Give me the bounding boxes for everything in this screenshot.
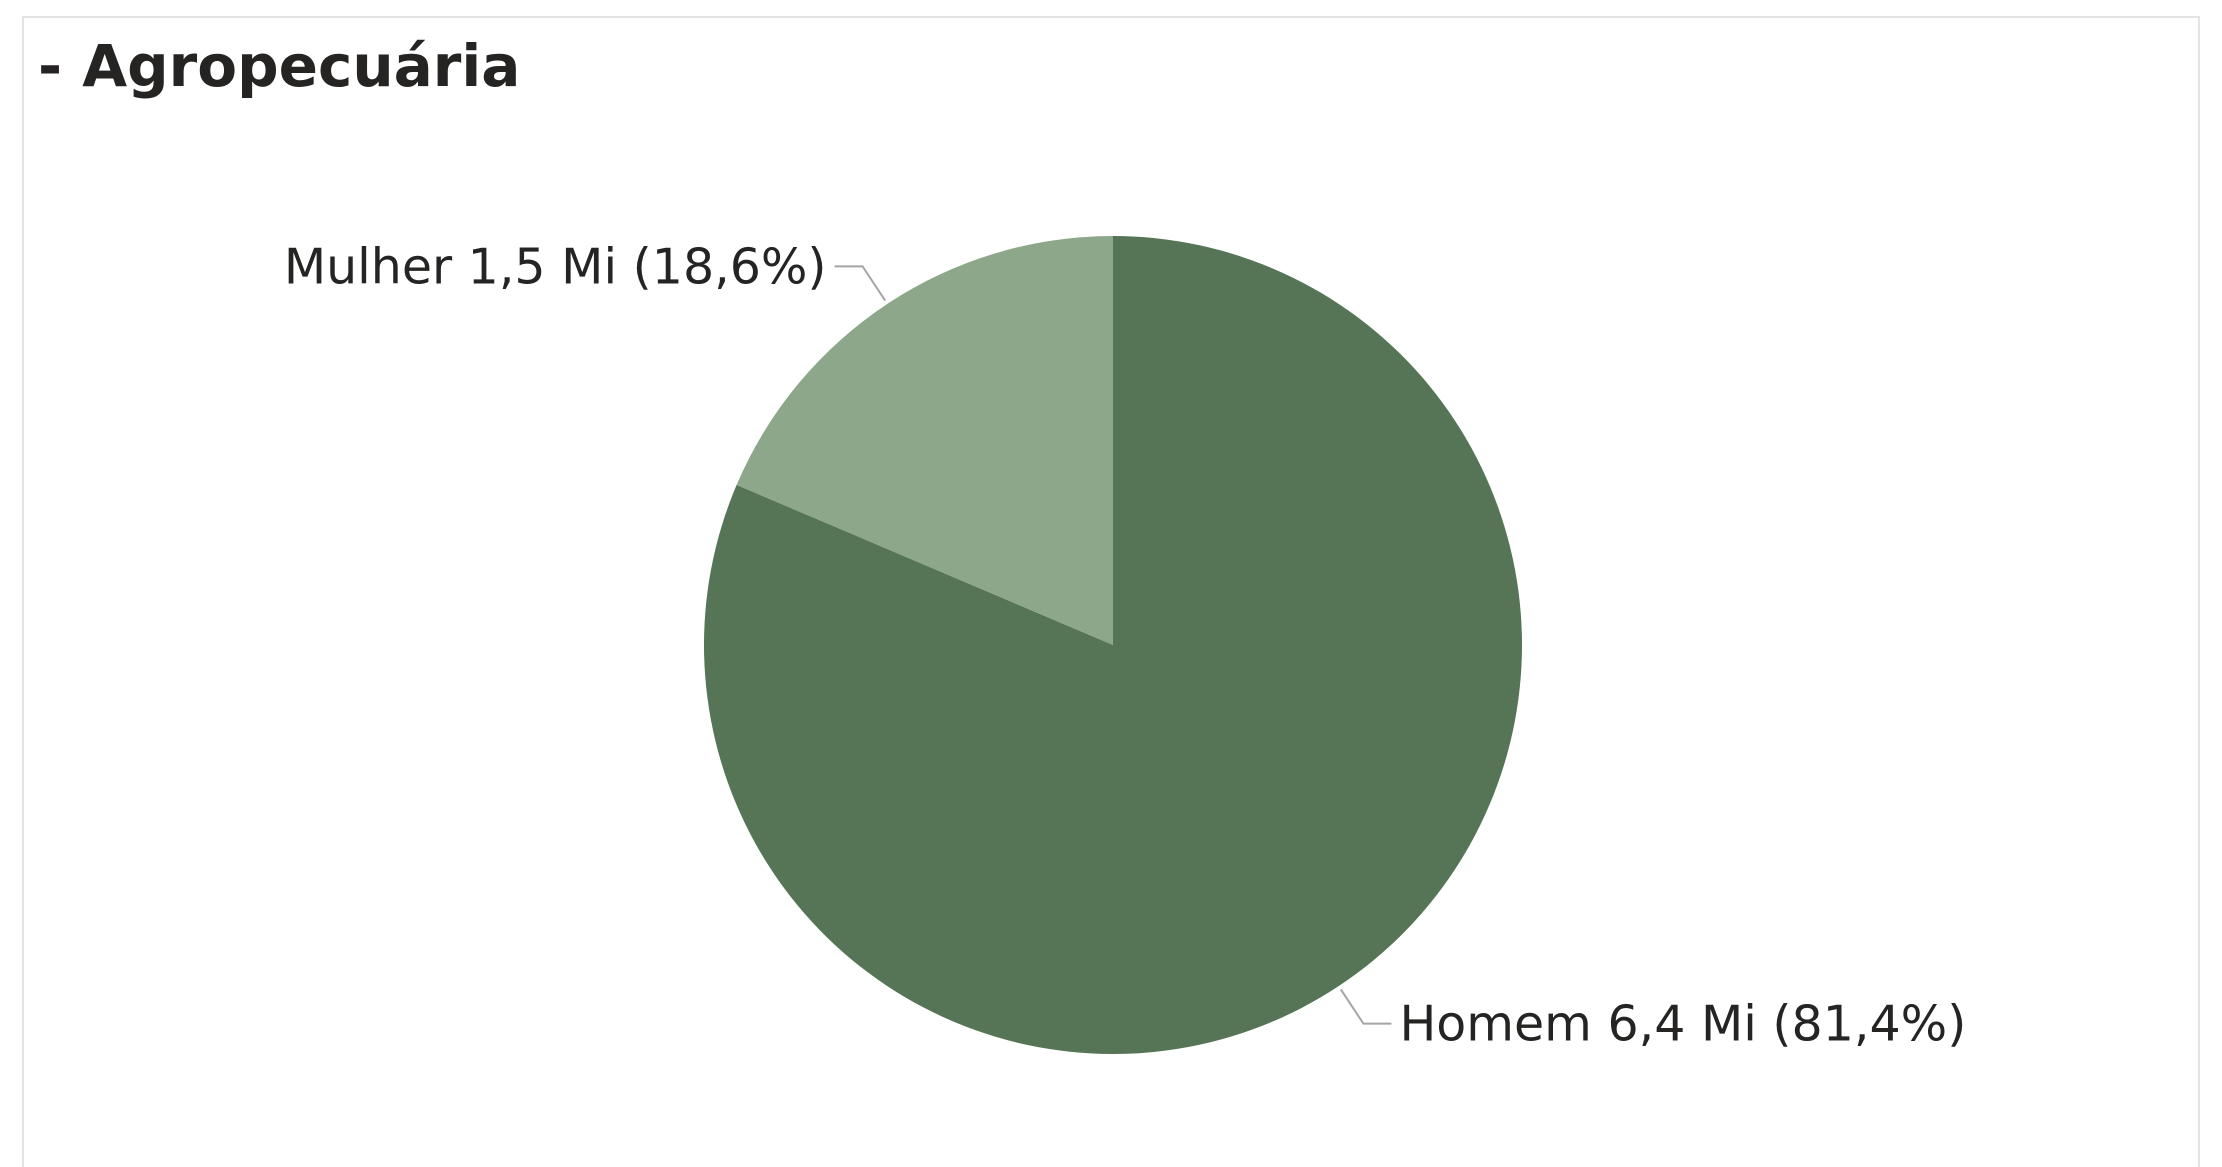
data-labels: Homem 6,4 Mi (81,4%) Mulher 1,5 Mi (18,6%… — [284, 238, 1967, 1052]
leader-line-homem — [1339, 988, 1392, 1025]
data-label-mulher: Mulher 1,5 Mi (18,6%) — [284, 238, 827, 295]
data-label-homem: Homem 6,4 Mi (81,4%) — [1399, 996, 1966, 1053]
pie-slices — [703, 235, 1522, 1054]
chart-title: - Agropecuária — [38, 32, 521, 100]
pie-slice-mulher[interactable] — [736, 235, 1113, 645]
leader-line-mulher — [834, 265, 887, 302]
leader-lines — [834, 265, 1392, 1025]
